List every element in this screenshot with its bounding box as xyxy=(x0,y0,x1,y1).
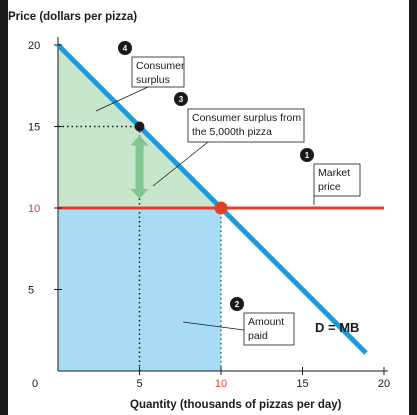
callout-text: paid xyxy=(248,330,268,342)
y-tick-label: 10 xyxy=(28,203,40,215)
chart-frame: 5 10 15 20 0 5 10 15 20 Price (dollars per pizza… xyxy=(8,0,409,415)
x-axis-title: Quantity (thousands of pizzas per day) xyxy=(130,399,342,411)
callout-number-badge xyxy=(118,41,132,55)
point-5000th-pizza xyxy=(134,121,145,132)
callout-text: Amount xyxy=(248,316,284,328)
callout-leader xyxy=(95,86,149,112)
callout-number: 4 xyxy=(123,44,128,53)
y-axis-title: Price (dollars per pizza) xyxy=(8,11,137,23)
y-tick-label: 5 xyxy=(28,285,34,297)
arrow-head-down xyxy=(130,189,149,199)
x-tick-label: 5 xyxy=(136,378,142,390)
callout-leader xyxy=(182,321,245,331)
callout-2: Amount paid 2 xyxy=(182,297,295,346)
x-tick-label: 20 xyxy=(378,378,390,390)
x-tick-label: 0 xyxy=(32,378,38,390)
callout-box xyxy=(131,56,185,88)
y-tick-label: 15 xyxy=(28,122,40,134)
callout-box xyxy=(187,108,305,143)
callout-text: Consumer xyxy=(136,60,185,72)
demand-curve-label: D = MB xyxy=(315,320,359,335)
callout-number-badge xyxy=(174,92,188,106)
callout-box xyxy=(243,312,295,346)
callout-4: Consumer surplus 4 xyxy=(95,41,185,112)
callout-1: Market price 1 xyxy=(300,148,361,205)
callout-text: Market xyxy=(318,167,350,179)
callout-text: the 5,000th pizza xyxy=(192,126,272,138)
y-tick-label: 20 xyxy=(28,40,40,52)
demand-curve-line xyxy=(56,43,368,355)
callout-text: price xyxy=(318,181,341,193)
x-tick-label: 10 xyxy=(215,378,227,390)
callout-number-badge xyxy=(300,148,314,162)
callout-number: 1 xyxy=(305,151,310,160)
callout-3: Consumer surplus from the 5,000th pizza 3 xyxy=(152,92,305,187)
callouts: Market price 1 Amount paid 2 Consumer surplus … xyxy=(95,41,361,346)
arrow-head-up xyxy=(130,135,149,146)
callout-number-badge xyxy=(230,297,244,311)
axis-ticks: 5 10 15 20 0 5 10 15 20 xyxy=(28,40,390,390)
arrow-shaft xyxy=(135,143,144,191)
chart-svg: 5 10 15 20 0 5 10 15 20 Price (dollars per pizza… xyxy=(8,11,390,411)
callout-text: surplus xyxy=(136,74,170,86)
callout-box xyxy=(313,163,361,197)
callout-number: 3 xyxy=(179,95,184,104)
equilibrium-point xyxy=(214,201,228,215)
callout-leader xyxy=(152,141,209,187)
callout-text: Consumer surplus from xyxy=(192,112,301,124)
x-tick-label: 15 xyxy=(296,378,308,390)
surplus-double-arrow xyxy=(130,135,149,199)
callout-number: 2 xyxy=(235,300,240,309)
